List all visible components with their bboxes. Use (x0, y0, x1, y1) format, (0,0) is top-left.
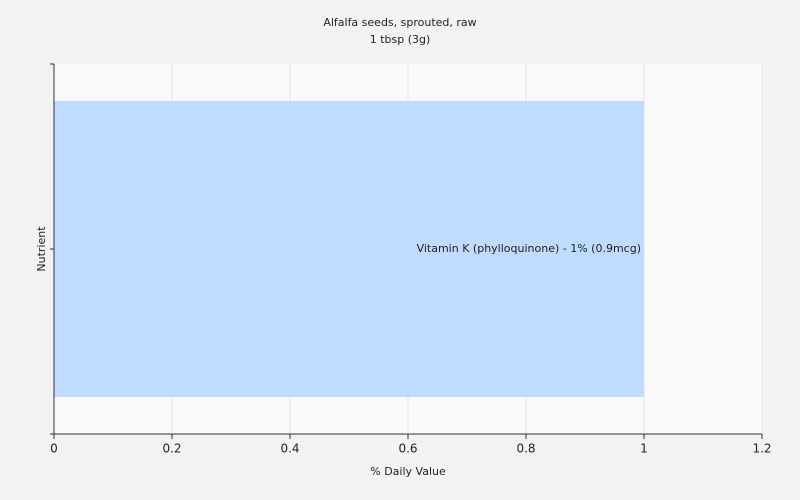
chart-title: Alfalfa seeds, sprouted, raw (323, 16, 476, 29)
x-tick-label: 1 (640, 442, 648, 456)
y-axis-label: Nutrient (35, 226, 48, 272)
x-tick-label: 0 (50, 442, 58, 456)
x-tick-label: 1.2 (752, 442, 771, 456)
value-label: Vitamin K (phylloquinone) - 1% (0.9mcg) (417, 242, 641, 255)
bar (54, 101, 644, 397)
x-tick-label: 0.6 (398, 442, 417, 456)
x-tick-label: 0.8 (516, 442, 535, 456)
x-tick-label: 0.2 (162, 442, 181, 456)
x-tick-label: 0.4 (280, 442, 299, 456)
chart-subtitle: 1 tbsp (3g) (370, 33, 431, 46)
x-axis-label: % Daily Value (370, 465, 446, 478)
